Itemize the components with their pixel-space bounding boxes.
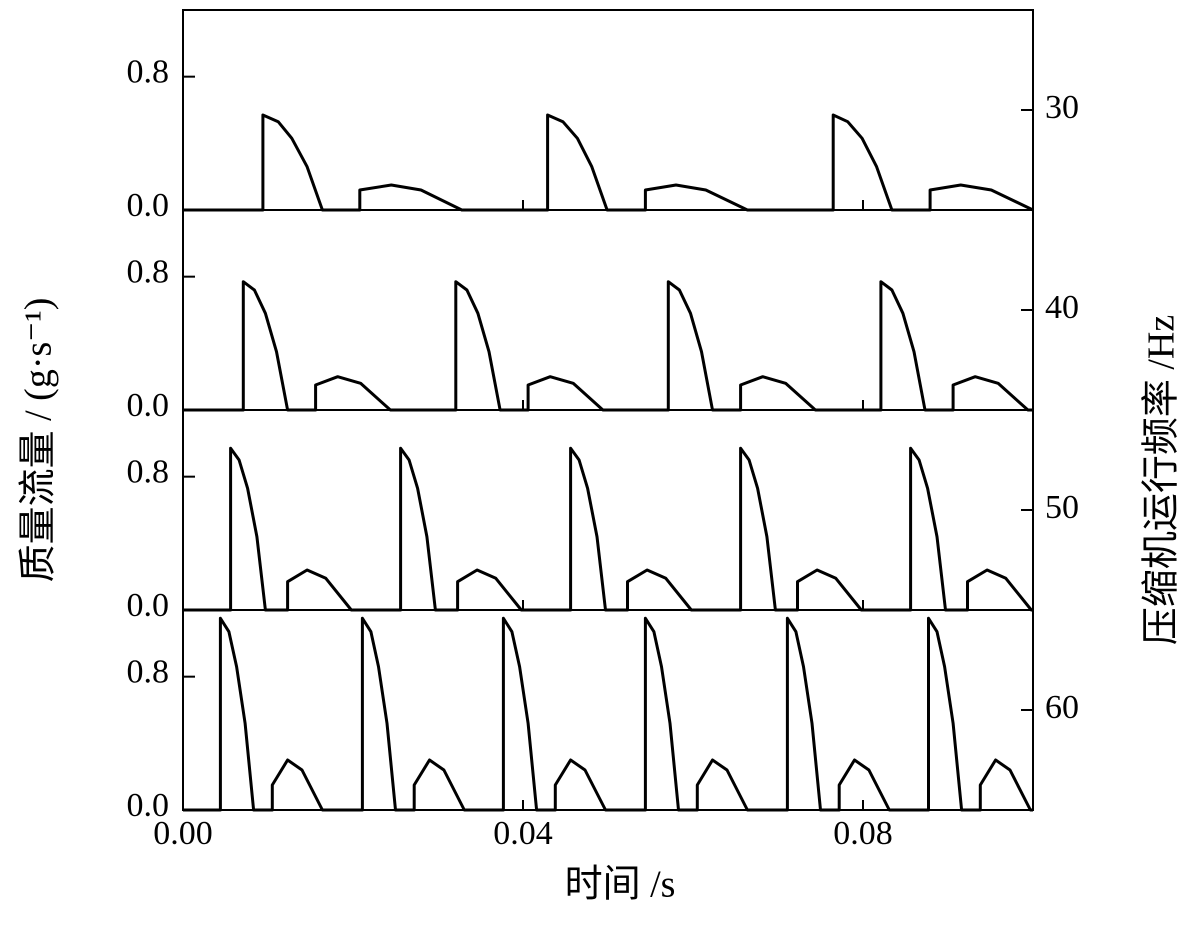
flow-line xyxy=(183,280,1033,412)
y-tick-label: 0.0 xyxy=(127,187,170,224)
y-tick-label: 0.8 xyxy=(127,453,170,490)
x-tick-label: 0.04 xyxy=(493,815,553,852)
y-tick-label: 0.8 xyxy=(127,53,170,90)
y2-tick-label: 50 xyxy=(1045,489,1079,526)
flow-line xyxy=(183,446,1033,612)
y2-tick-label: 60 xyxy=(1045,689,1079,726)
y-axis-label: 质量流量 / (g·s⁻¹) xyxy=(18,298,60,583)
x-tick-label: 0.08 xyxy=(833,815,893,852)
panel-frame xyxy=(182,409,1034,611)
y-tick-label: 0.0 xyxy=(127,787,170,824)
panel-frame xyxy=(182,209,1034,411)
y2-tick-label: 30 xyxy=(1045,89,1079,126)
x-tick-label: 0.00 xyxy=(153,815,213,852)
x-axis-label: 时间 /s xyxy=(565,864,676,906)
y-tick-label: 0.0 xyxy=(127,587,170,624)
flow-line xyxy=(183,616,1033,812)
y-tick-label: 0.8 xyxy=(127,653,170,690)
flow-line xyxy=(183,113,1034,212)
y-tick-label: 0.0 xyxy=(127,387,170,424)
y2-tick-label: 40 xyxy=(1045,289,1079,326)
y-tick-label: 0.8 xyxy=(127,253,170,290)
panel-frame xyxy=(182,609,1034,811)
y2-axis-label: 压缩机运行频率 /Hz xyxy=(1141,315,1183,645)
